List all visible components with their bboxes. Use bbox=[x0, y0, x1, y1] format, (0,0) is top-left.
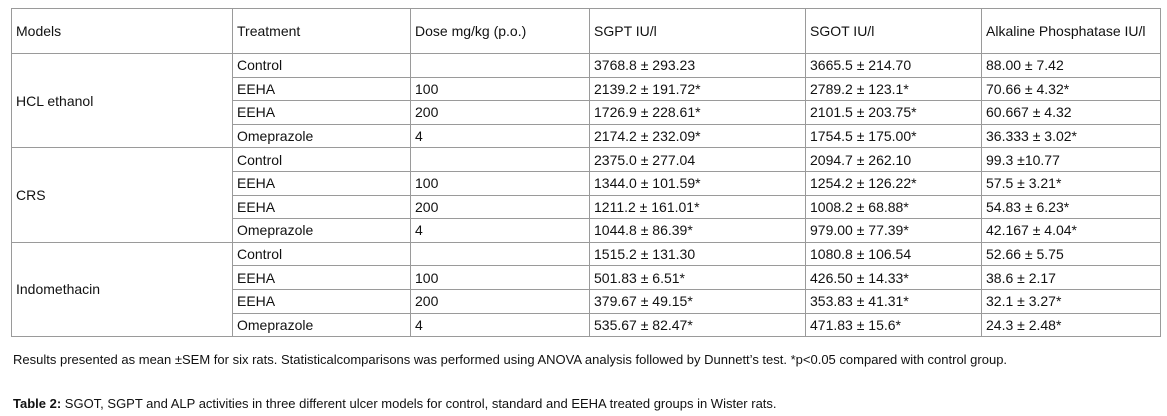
sgot-cell: 979.00 ± 77.39* bbox=[805, 218, 982, 243]
table-row: EEHA 100 2139.2 ± 191.72* 2789.2 ± 123.1* 70… bbox=[12, 76, 1161, 102]
treatment-cell: EEHA bbox=[232, 100, 411, 125]
sgot-cell: 471.83 ± 15.6* bbox=[805, 312, 982, 338]
treatment-cell: Omeprazole bbox=[232, 312, 411, 338]
column-header: Alkaline Phosphatase IU/l bbox=[981, 8, 1161, 54]
treatment-cell: Control bbox=[232, 241, 411, 267]
treatment-cell: Omeprazole bbox=[232, 123, 411, 149]
sgot-cell: 1008.2 ± 68.88* bbox=[805, 194, 982, 220]
dose-cell bbox=[410, 241, 590, 267]
sgpt-cell: 2375.0 ± 277.04 bbox=[589, 147, 806, 172]
sgot-cell: 2101.5 ± 203.75* bbox=[805, 100, 982, 125]
alp-cell: 60.667 ± 4.32 bbox=[981, 100, 1161, 125]
sgpt-cell: 3768.8 ± 293.23 bbox=[589, 53, 806, 78]
dose-cell: 100 bbox=[410, 76, 590, 102]
treatment-cell: EEHA bbox=[232, 76, 411, 102]
sgot-cell: 2094.7 ± 262.10 bbox=[805, 147, 982, 172]
model-cell: Indomethacin bbox=[11, 241, 233, 338]
treatment-cell: EEHA bbox=[232, 194, 411, 220]
sgpt-cell: 1726.9 ± 228.61* bbox=[589, 100, 806, 125]
dose-cell: 200 bbox=[410, 100, 590, 125]
sgpt-cell: 1515.2 ± 131.30 bbox=[589, 241, 806, 267]
alp-cell: 38.6 ± 2.17 bbox=[981, 265, 1161, 290]
sgot-cell: 3665.5 ± 214.70 bbox=[805, 53, 982, 78]
alp-cell: 54.83 ± 6.23* bbox=[981, 194, 1161, 220]
alp-cell: 88.00 ± 7.42 bbox=[981, 53, 1161, 78]
table-row: CRS Control 2375.0 ± 277.04 2094.7 ± 262.10… bbox=[11, 147, 1161, 243]
sgpt-cell: 2174.2 ± 232.09* bbox=[589, 123, 806, 149]
alp-cell: 36.333 ± 3.02* bbox=[981, 123, 1161, 149]
alp-cell: 24.3 ± 2.48* bbox=[981, 312, 1161, 338]
dose-cell bbox=[410, 147, 590, 172]
alp-cell: 52.66 ± 5.75 bbox=[981, 241, 1161, 267]
dose-cell: 4 bbox=[410, 218, 590, 243]
caption-text: SGOT, SGPT and ALP activities in three d… bbox=[61, 396, 777, 411]
treatment-cell: EEHA bbox=[232, 170, 411, 196]
table-header-row: Models Treatment Dose mg/kg (p.o.) SGPT IU/… bbox=[11, 8, 1161, 54]
sgpt-cell: 2139.2 ± 191.72* bbox=[589, 76, 806, 102]
dose-cell: 200 bbox=[410, 288, 590, 314]
table-body: Models Treatment Dose mg/kg (p.o.) SGPT IU/… bbox=[11, 8, 1161, 338]
column-header: Dose mg/kg (p.o.) bbox=[410, 8, 590, 54]
sgot-cell: 353.83 ± 41.31* bbox=[805, 288, 982, 314]
treatment-cell: Control bbox=[232, 147, 411, 172]
dose-cell bbox=[410, 53, 590, 78]
sgot-cell: 1080.8 ± 106.54 bbox=[805, 241, 982, 267]
dose-cell: 4 bbox=[410, 312, 590, 338]
table-row: Omeprazole 4 1044.8 ± 86.39* 979.00 ± 77.39… bbox=[12, 218, 1161, 243]
alp-cell: 32.1 ± 3.27* bbox=[981, 288, 1161, 314]
column-header: Models bbox=[11, 8, 233, 54]
sgot-cell: 1254.2 ± 126.22* bbox=[805, 170, 982, 196]
alp-cell: 57.5 ± 3.21* bbox=[981, 170, 1161, 196]
table-row: EEHA 200 1726.9 ± 228.61* 2101.5 ± 203.75* 6… bbox=[12, 100, 1161, 125]
sgpt-cell: 1344.0 ± 101.59* bbox=[589, 170, 806, 196]
table-row: Indomethacin Control 1515.2 ± 131.30 1080.8… bbox=[11, 241, 1161, 338]
sgpt-cell: 379.67 ± 49.15* bbox=[589, 288, 806, 314]
table-row: EEHA 100 1344.0 ± 101.59* 1254.2 ± 126.22* 5… bbox=[12, 170, 1161, 196]
caption-label: Table 2: bbox=[13, 396, 62, 411]
treatment-cell: EEHA bbox=[232, 265, 411, 290]
column-header: SGPT IU/l bbox=[589, 8, 806, 54]
dose-cell: 100 bbox=[410, 170, 590, 196]
alp-cell: 70.66 ± 4.32* bbox=[981, 76, 1161, 102]
table-footnote: Results presented as mean ±SEM for six r… bbox=[13, 352, 1008, 367]
table-row: HCL ethanol Control 3768.8 ± 293.23 3665.5 … bbox=[11, 52, 1161, 149]
treatment-cell: Control bbox=[232, 53, 411, 78]
table-row: EEHA 200 379.67 ± 49.15* 353.83 ± 41.31* 32.… bbox=[12, 288, 1161, 314]
table-row: EEHA 100 501.83 ± 6.51* 426.50 ± 14.33* 38.6… bbox=[12, 265, 1161, 290]
sgpt-cell: 535.67 ± 82.47* bbox=[589, 312, 806, 338]
sgpt-cell: 1044.8 ± 86.39* bbox=[589, 218, 806, 243]
alp-cell: 99.3 ±10.77 bbox=[981, 147, 1161, 172]
column-header: SGOT IU/l bbox=[805, 8, 982, 54]
model-cell: HCL ethanol bbox=[11, 52, 233, 149]
table-row: Omeprazole 4 535.67 ± 82.47* 471.83 ± 15.6*… bbox=[12, 312, 1161, 338]
alp-cell: 42.167 ± 4.04* bbox=[981, 218, 1161, 243]
dose-cell: 4 bbox=[410, 123, 590, 149]
sgot-cell: 2789.2 ± 123.1* bbox=[805, 76, 982, 102]
column-header: Treatment bbox=[232, 8, 411, 54]
sgot-cell: 1754.5 ± 175.00* bbox=[805, 123, 982, 149]
model-cell: CRS bbox=[11, 147, 233, 243]
table-caption: Table 2: SGOT, SGPT and ALP activities i… bbox=[13, 396, 1158, 412]
sgpt-cell: 501.83 ± 6.51* bbox=[589, 265, 806, 290]
sgpt-cell: 1211.2 ± 161.01* bbox=[589, 194, 806, 220]
treatment-cell: EEHA bbox=[232, 288, 411, 314]
treatment-cell: Omeprazole bbox=[232, 218, 411, 243]
results-table: Models Treatment Dose mg/kg (p.o.) SGPT IU/… bbox=[11, 8, 1161, 338]
dose-cell: 200 bbox=[410, 194, 590, 220]
sgot-cell: 426.50 ± 14.33* bbox=[805, 265, 982, 290]
dose-cell: 100 bbox=[410, 265, 590, 290]
